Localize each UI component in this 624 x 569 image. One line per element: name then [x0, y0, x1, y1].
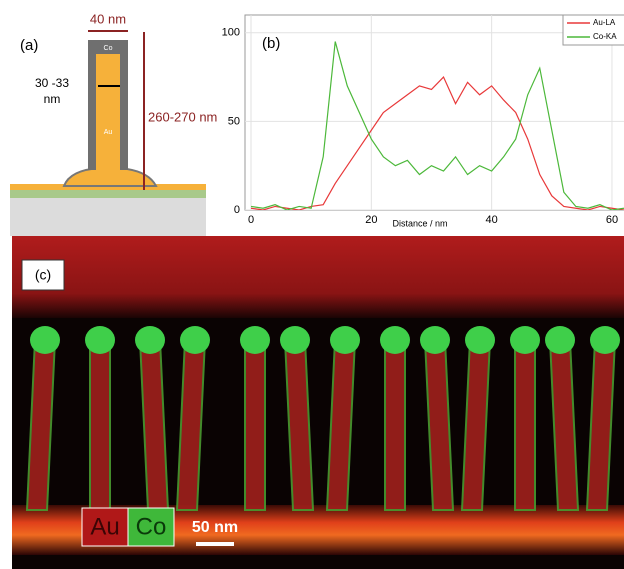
pillar-cap [380, 326, 410, 354]
dimension-label: 30 -33 [35, 76, 69, 90]
pillar-cap [465, 326, 495, 354]
legend-label: Au-LA [593, 18, 616, 27]
pillar-cap [330, 326, 360, 354]
pillar-cap [30, 326, 60, 354]
material-label: Au [104, 129, 113, 136]
legend-box [562, 14, 624, 46]
legend-label: Au [90, 513, 119, 540]
pillar [514, 339, 536, 511]
dimension-label: 260-270 nm [148, 109, 217, 124]
nanopillars [25, 326, 620, 511]
panel-label: (a) [20, 37, 38, 54]
layer [10, 190, 206, 198]
pillar-cap [510, 326, 540, 354]
x-tick-label: 0 [248, 214, 254, 226]
panel-a: (a) 40 nm Co 30 -33 nm Au 260-270 nm [10, 11, 217, 236]
scale-label: 50 nm [192, 519, 238, 536]
pillar-cap [590, 326, 620, 354]
x-tick-label: 20 [365, 214, 377, 226]
y-tick-label: 0 [234, 204, 240, 216]
pillar-cap [180, 326, 210, 354]
x-axis-label: Distance / nm [392, 218, 447, 228]
pillar-cap [135, 326, 165, 354]
data-line [250, 75, 624, 210]
dimension-label: nm [44, 92, 61, 106]
dimension-label: 40 nm [90, 11, 126, 26]
legend-label: Co-KA [593, 32, 617, 41]
pillar [244, 339, 266, 511]
y-tick-label: 50 [228, 115, 240, 127]
legend-swatch [127, 507, 175, 547]
label-box [21, 259, 65, 291]
panel-label: (c) [35, 267, 51, 283]
legend-swatch [81, 507, 129, 547]
x-tick-label: 40 [486, 214, 498, 226]
pillar [384, 339, 406, 511]
legend-label: Co [136, 513, 167, 540]
pillar-cap [240, 326, 270, 354]
top-layer [12, 236, 624, 318]
substrate [10, 198, 206, 236]
pillar-cap [85, 326, 115, 354]
material-label: Co [104, 45, 113, 52]
y-tick-label: 100 [222, 27, 240, 39]
panel-label: (b) [262, 35, 280, 52]
panel-c: (c) Au Co 50 nm [12, 236, 624, 569]
pillar-cap [545, 326, 575, 354]
core [96, 54, 120, 172]
pillar-cap [280, 326, 310, 354]
panel-b: (b) Distance / nm 0 50 100 0 20 40 60 Au-LA Co-K… [222, 14, 624, 228]
pillar-cap [420, 326, 450, 354]
x-tick-label: 60 [606, 214, 618, 226]
data-line [250, 41, 624, 210]
pillar [89, 339, 111, 511]
